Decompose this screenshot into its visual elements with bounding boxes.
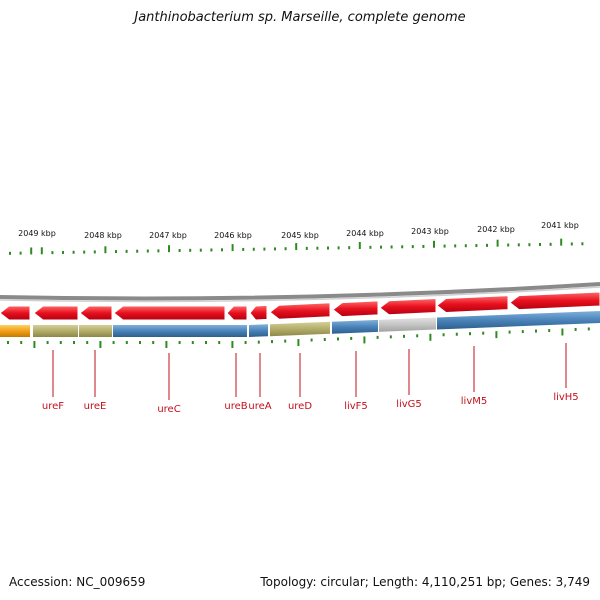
- gene-arrow[interactable]: [249, 304, 268, 321]
- gene-label[interactable]: ureA: [248, 401, 271, 412]
- scale-label: 2046 kbp: [214, 231, 252, 240]
- track-segment: [79, 325, 112, 337]
- track-segment: [33, 325, 78, 337]
- gene-label[interactable]: ureE: [84, 401, 107, 412]
- gene-arrow[interactable]: [226, 305, 248, 321]
- scale-label: 2045 kbp: [281, 231, 319, 240]
- gene-arrow[interactable]: [436, 295, 509, 314]
- track-segment: [379, 317, 436, 332]
- backbone-outer: [0, 282, 600, 301]
- gene-arrow[interactable]: [33, 305, 79, 321]
- gene-label[interactable]: ureD: [288, 401, 312, 412]
- gene-arrow[interactable]: [379, 298, 437, 316]
- track-segment: [113, 325, 247, 337]
- gene-labels: ureF ureE ureC ureB ureA ureD livF5 livG5 livM5 l…: [42, 392, 579, 415]
- scale-label: 2049 kbp: [18, 229, 56, 238]
- gene-arrow[interactable]: [113, 305, 226, 321]
- track-segment: [270, 321, 330, 337]
- gene-label-lines: [52, 343, 567, 400]
- track-segment: [437, 311, 600, 330]
- gene-arrow[interactable]: [0, 305, 31, 321]
- gene-label[interactable]: livG5: [396, 399, 422, 410]
- track-segment: [249, 324, 268, 337]
- backbone-shadow: [0, 286, 600, 303]
- scale-labels: 2049 kbp 2048 kbp 2047 kbp 2046 kbp 2045 kbp…: [18, 221, 579, 240]
- gene-label[interactable]: ureC: [157, 404, 180, 415]
- track-segment: [332, 319, 378, 334]
- feature-track: [0, 311, 600, 337]
- lower-ticks: [7, 327, 590, 348]
- gene-label[interactable]: livF5: [344, 401, 368, 412]
- scale-ticks: [9, 238, 584, 255]
- scale-label: 2041 kbp: [541, 221, 579, 230]
- scale-label: 2043 kbp: [411, 227, 449, 236]
- track-segment: [0, 325, 30, 337]
- genome-summary-text: Topology: circular; Length: 4,110,251 bp…: [260, 575, 590, 589]
- scale-label: 2047 kbp: [149, 231, 187, 240]
- gene-label[interactable]: livM5: [461, 396, 487, 407]
- gene-label[interactable]: ureF: [42, 401, 64, 412]
- gene-arrow[interactable]: [509, 291, 600, 311]
- gene-label[interactable]: ureB: [224, 401, 247, 412]
- gene-arrows: [0, 291, 600, 321]
- scale-label: 2048 kbp: [84, 231, 122, 240]
- scale-label: 2042 kbp: [477, 225, 515, 234]
- gene-arrow[interactable]: [269, 302, 331, 320]
- scale-label: 2044 kbp: [346, 229, 384, 238]
- accession-text: Accession: NC_009659: [9, 575, 146, 589]
- gene-arrow[interactable]: [79, 305, 113, 321]
- gene-label[interactable]: livH5: [553, 392, 578, 403]
- map-title: Janthinobacterium sp. Marseille, complet…: [134, 10, 466, 25]
- gene-arrow[interactable]: [332, 300, 379, 318]
